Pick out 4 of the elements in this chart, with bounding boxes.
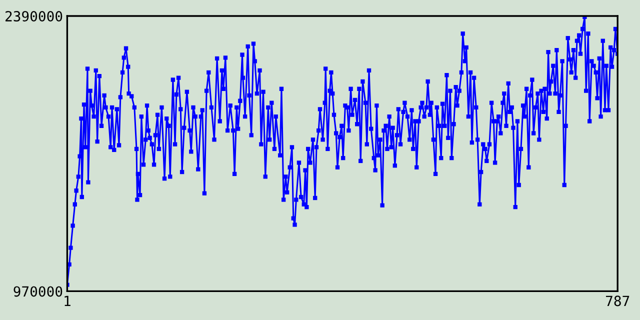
y-tick-label: 970000 [14,286,62,297]
x-tick-label: 787 [606,296,630,306]
x-tick-label: 1 [64,296,70,306]
y-tick-label: 2390000 [6,11,62,22]
